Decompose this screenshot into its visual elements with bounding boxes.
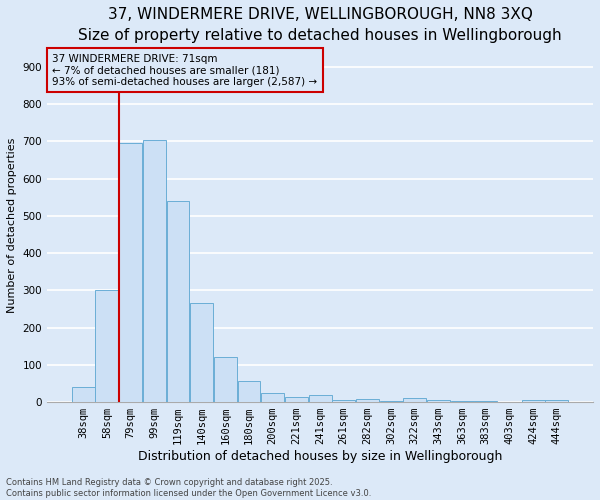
Bar: [545, 400, 568, 402]
Bar: [308, 396, 332, 402]
Bar: [143, 140, 166, 402]
Title: 37, WINDERMERE DRIVE, WELLINGBOROUGH, NN8 3XQ
Size of property relative to detac: 37, WINDERMERE DRIVE, WELLINGBOROUGH, NN…: [78, 7, 562, 43]
Bar: [261, 393, 284, 402]
Bar: [119, 144, 142, 402]
Bar: [427, 400, 450, 402]
Bar: [356, 399, 379, 402]
Bar: [285, 396, 308, 402]
X-axis label: Distribution of detached houses by size in Wellingborough: Distribution of detached houses by size …: [138, 450, 502, 463]
Y-axis label: Number of detached properties: Number of detached properties: [7, 138, 17, 313]
Bar: [521, 400, 545, 402]
Bar: [238, 381, 260, 402]
Bar: [72, 387, 95, 402]
Bar: [167, 201, 190, 402]
Text: 37 WINDERMERE DRIVE: 71sqm
← 7% of detached houses are smaller (181)
93% of semi: 37 WINDERMERE DRIVE: 71sqm ← 7% of detac…: [52, 54, 317, 87]
Bar: [214, 356, 237, 402]
Bar: [403, 398, 426, 402]
Bar: [380, 401, 403, 402]
Bar: [190, 304, 213, 402]
Bar: [332, 400, 355, 402]
Text: Contains HM Land Registry data © Crown copyright and database right 2025.
Contai: Contains HM Land Registry data © Crown c…: [6, 478, 371, 498]
Bar: [95, 290, 118, 402]
Bar: [474, 401, 497, 402]
Bar: [451, 401, 473, 402]
